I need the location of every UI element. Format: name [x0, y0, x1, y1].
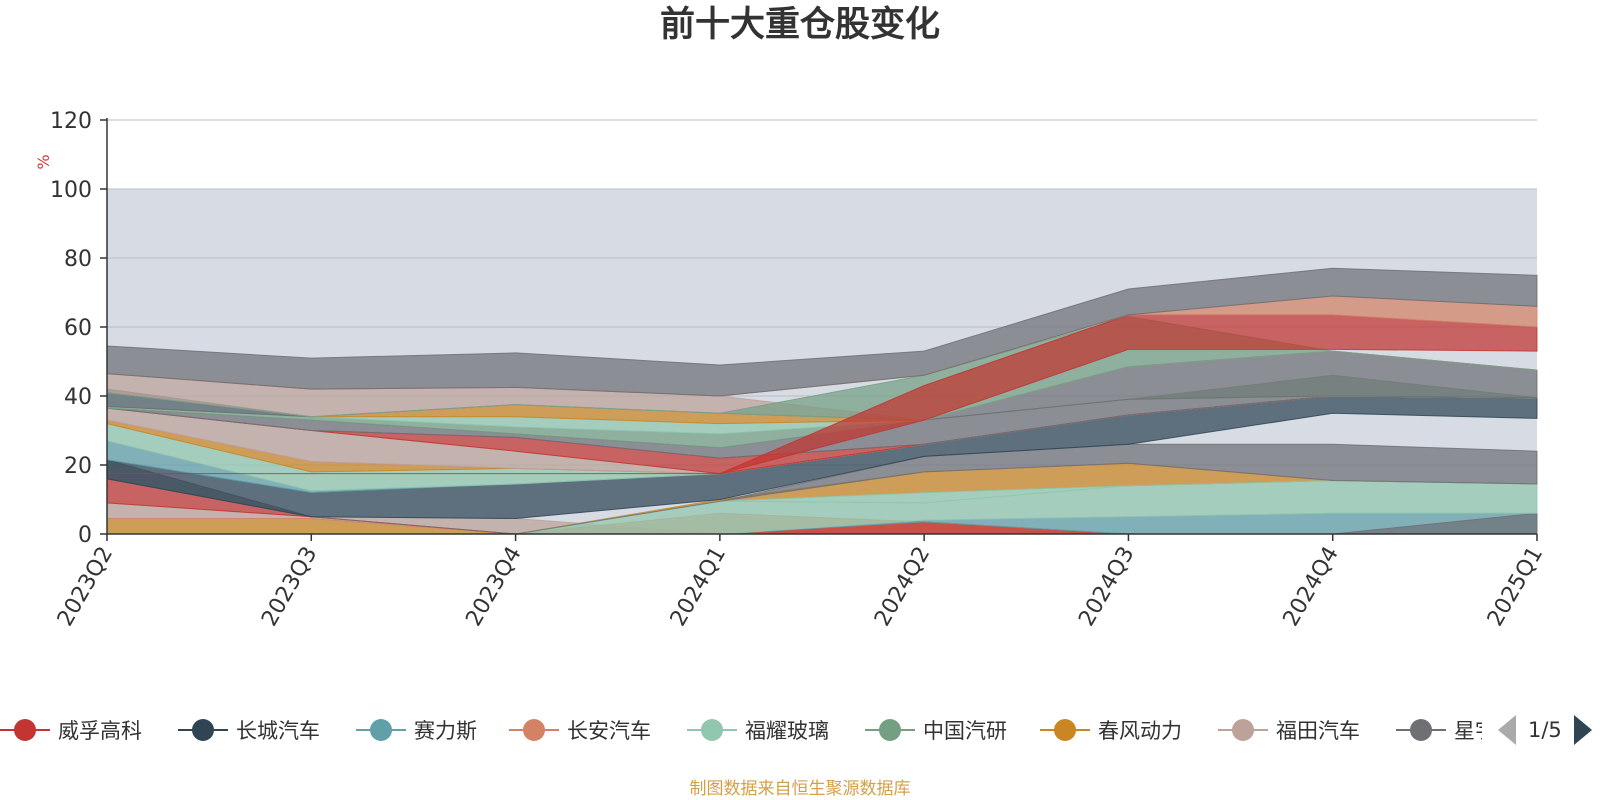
legend-item[interactable]: 威孚高科 [0, 712, 142, 748]
legend-marker-icon [356, 716, 406, 744]
legend: 威孚高科 长城汽车 赛力斯 长安汽车 福耀玻璃 中国汽研 春风动力 福田汽车 星宇股份 1/5 [0, 712, 1600, 748]
legend-prev-page-icon[interactable] [1498, 715, 1516, 745]
legend-marker-icon [178, 716, 228, 744]
x-tick-label: 2024Q1 [666, 543, 731, 631]
y-tick-label: 100 [50, 178, 92, 203]
legend-marker-icon [865, 716, 915, 744]
x-tick-label: 2024Q2 [870, 543, 935, 631]
legend-pager: 1/5 [1498, 712, 1592, 748]
legend-item[interactable]: 长城汽车 [178, 712, 320, 748]
legend-marker-icon [0, 716, 50, 744]
legend-item[interactable]: 长安汽车 [509, 712, 651, 748]
legend-marker-icon [1396, 716, 1446, 744]
legend-items: 威孚高科 长城汽车 赛力斯 长安汽车 福耀玻璃 中国汽研 春风动力 福田汽车 星宇股份 [0, 712, 1482, 748]
legend-marker-icon [687, 716, 737, 744]
legend-label: 春风动力 [1098, 719, 1182, 743]
x-tick-label: 2025Q1 [1483, 543, 1548, 631]
x-tick-label: 2023Q4 [461, 543, 526, 631]
legend-item[interactable]: 福耀玻璃 [687, 712, 829, 748]
legend-label: 福耀玻璃 [745, 719, 829, 743]
legend-marker-icon [1218, 716, 1268, 744]
y-tick-label: 80 [64, 247, 92, 272]
legend-item[interactable]: 中国汽研 [865, 712, 1007, 748]
legend-label: 赛力斯 [414, 719, 477, 743]
legend-label: 长城汽车 [236, 719, 320, 743]
legend-page-indicator: 1/5 [1528, 718, 1562, 742]
legend-label: 威孚高科 [58, 719, 142, 743]
area-band [106, 267, 1538, 397]
y-tick-label: 60 [64, 316, 92, 341]
area-band [107, 314, 1538, 475]
legend-item[interactable]: 赛力斯 [356, 712, 477, 748]
y-tick-label: 0 [78, 523, 92, 548]
area-band [106, 443, 1538, 535]
legend-label: 中国汽研 [923, 719, 1007, 743]
y-axis-unit-label: % [34, 154, 53, 169]
chart-title: 前十大重仓股变化 [659, 5, 940, 45]
legend-next-page-icon[interactable] [1573, 715, 1592, 745]
x-tick-label: 2023Q2 [53, 543, 118, 631]
legend-label: 长安汽车 [567, 719, 651, 743]
source-note: 制图数据来自恒生聚源数据库 [689, 779, 911, 799]
legend-label: 星宇股份 [1454, 719, 1482, 743]
legend-item[interactable]: 星宇股份 [1396, 712, 1482, 748]
y-tick-label: 20 [64, 454, 92, 479]
legend-label: 福田汽车 [1276, 719, 1360, 743]
x-tick-label: 2023Q3 [257, 543, 322, 631]
legend-marker-icon [1040, 716, 1090, 744]
x-tick-label: 2024Q4 [1279, 543, 1344, 631]
y-tick-label: 40 [64, 385, 92, 410]
legend-marker-icon [509, 716, 559, 744]
legend-item[interactable]: 春风动力 [1040, 712, 1182, 748]
x-tick-label: 2024Q3 [1074, 543, 1139, 631]
y-tick-label: 120 [50, 109, 92, 134]
legend-item[interactable]: 福田汽车 [1218, 712, 1360, 748]
